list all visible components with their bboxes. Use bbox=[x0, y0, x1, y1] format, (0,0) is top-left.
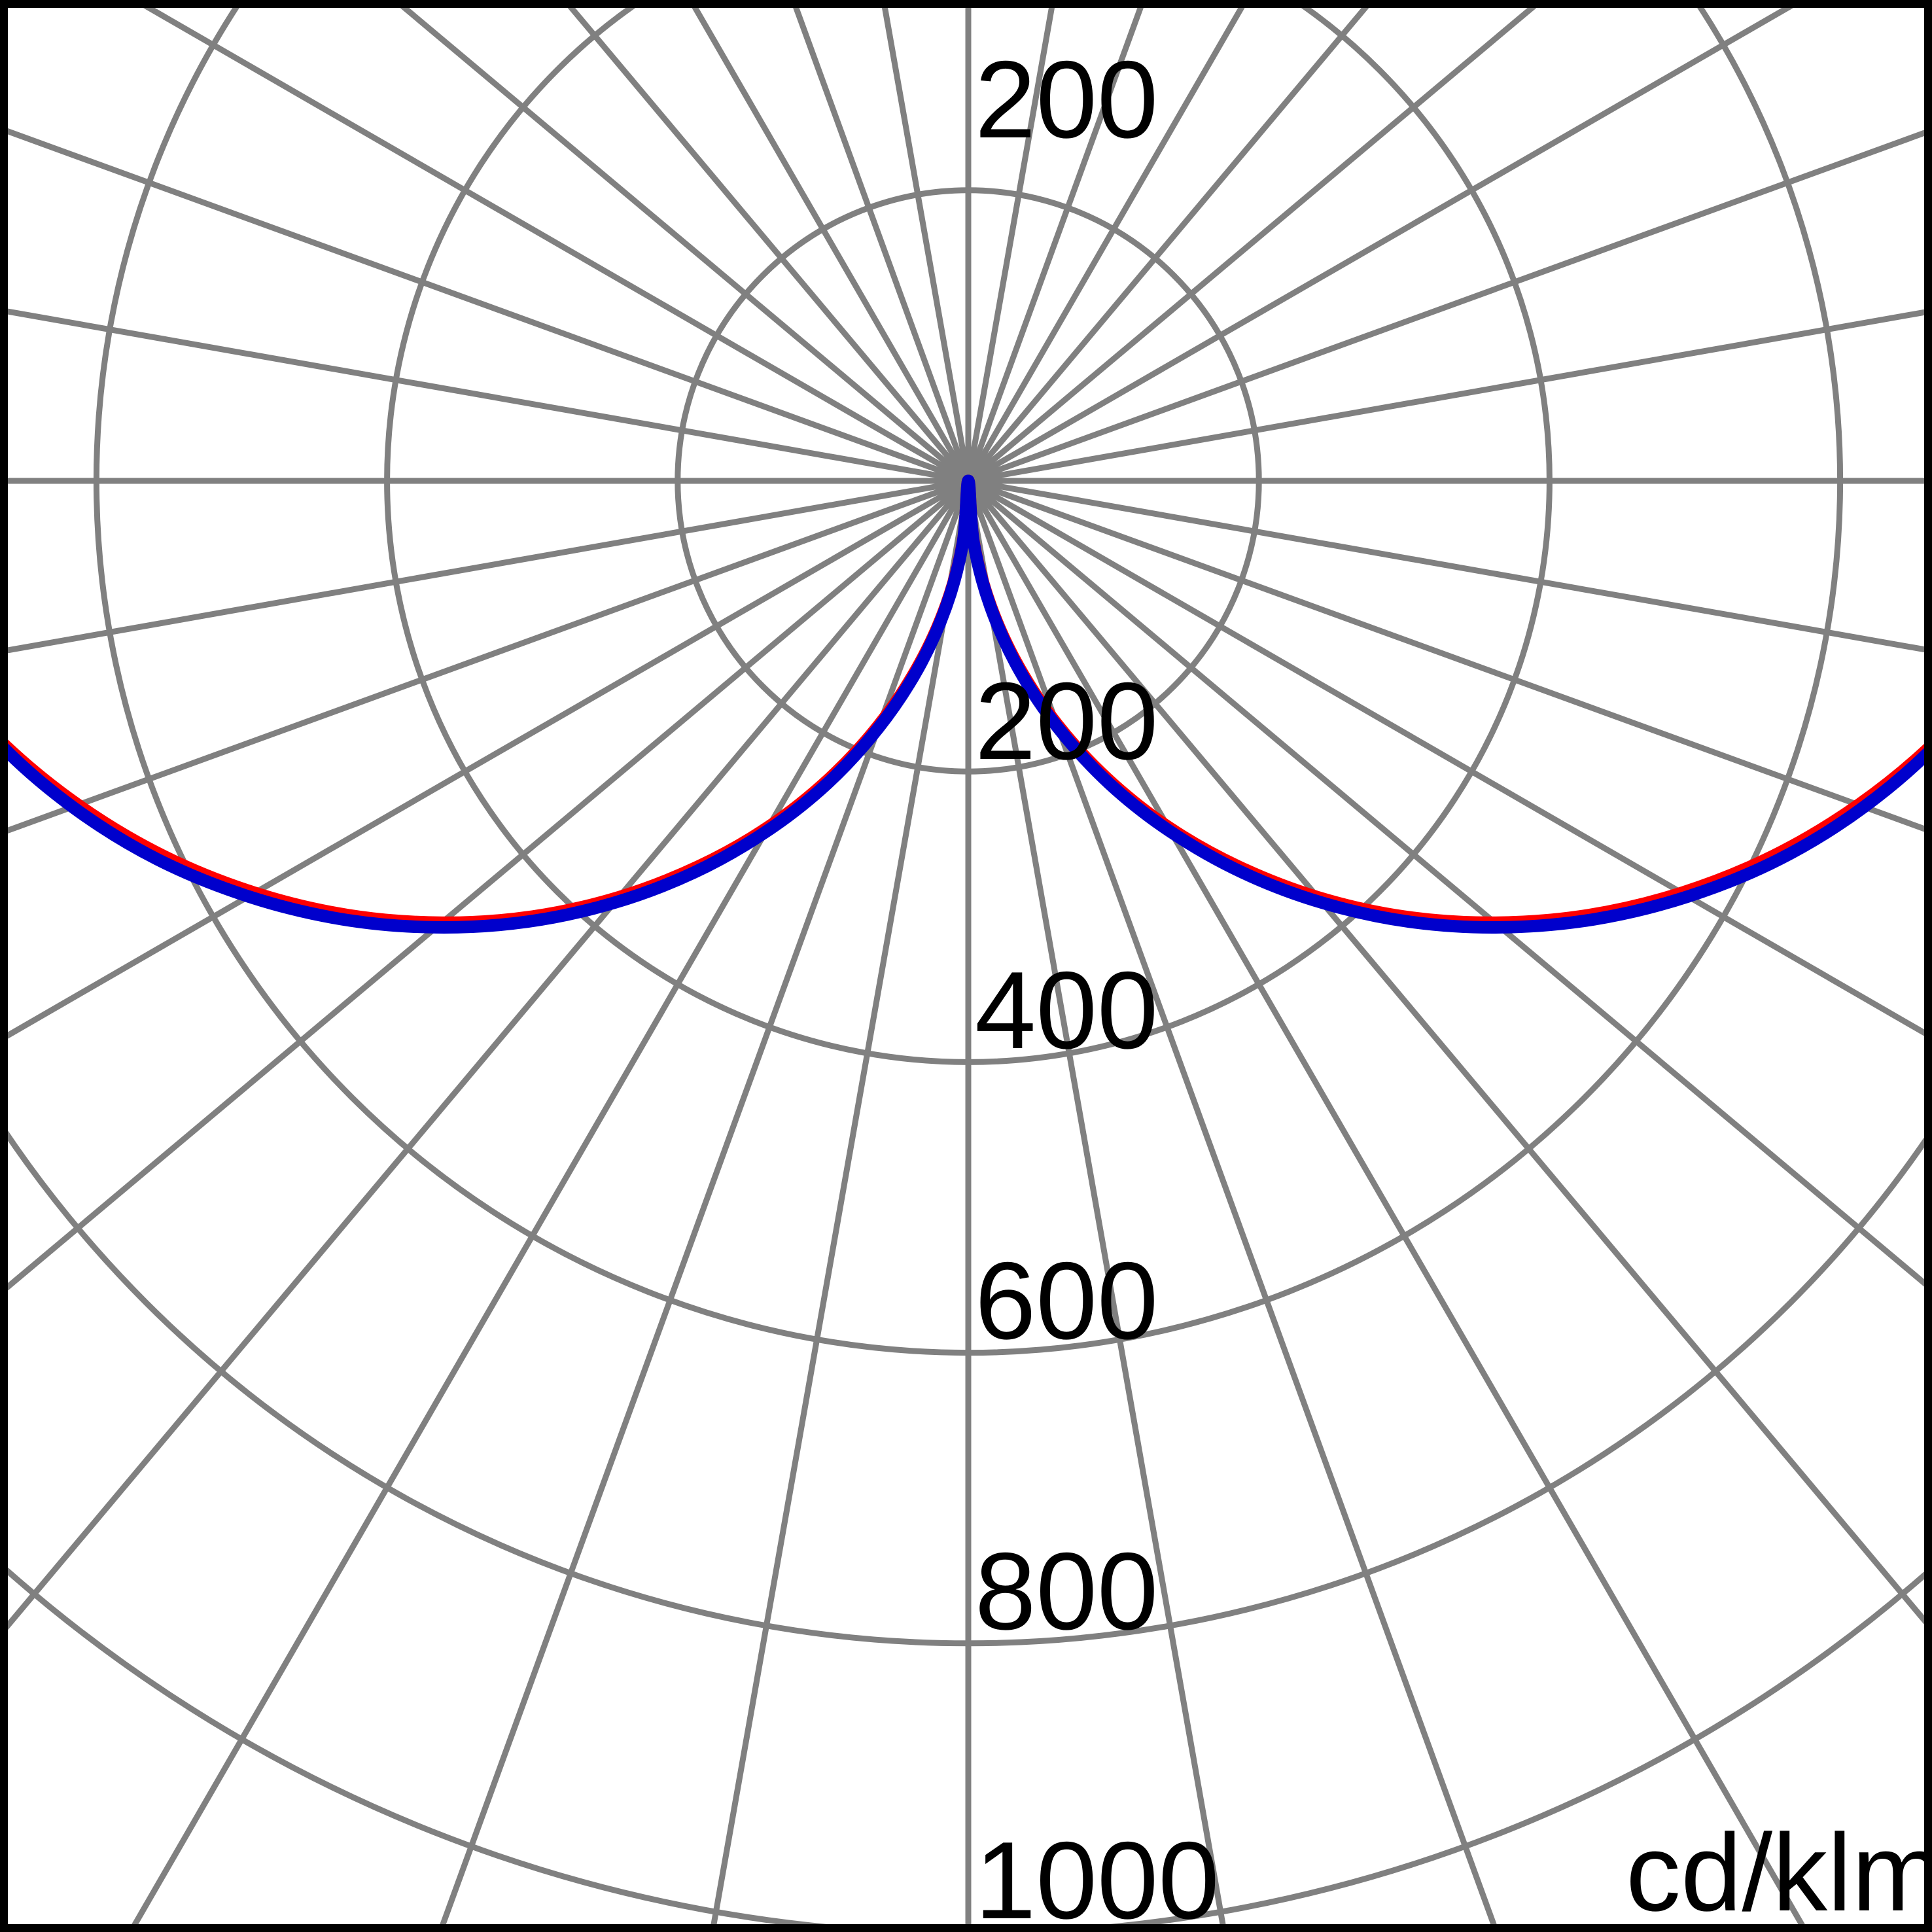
grid-spoke-30 bbox=[966, 479, 1808, 1928]
curve-c90-c270 bbox=[4, 474, 1928, 934]
radial-tick-label-600: 600 bbox=[975, 1239, 1159, 1362]
radial-tick-label-200: 200 bbox=[975, 659, 1159, 782]
grid-spoke-240 bbox=[136, 4, 970, 483]
grid-spoke-230 bbox=[395, 4, 970, 483]
grid-spoke-310 bbox=[4, 478, 970, 1294]
grid-spoke-330 bbox=[129, 479, 971, 1928]
grid-spoke-210 bbox=[689, 4, 971, 483]
grid-spoke-290 bbox=[4, 478, 970, 835]
intensity-curves bbox=[4, 474, 1928, 934]
grid-spoke-260 bbox=[4, 307, 969, 484]
grid-spoke-340 bbox=[438, 480, 972, 1928]
radial-tick-label-top: 200 bbox=[975, 38, 1159, 161]
radial-tick-label-1000: 1000 bbox=[975, 1819, 1220, 1932]
grid-spoke-280 bbox=[4, 478, 969, 654]
grid-spoke-160 bbox=[965, 4, 1146, 482]
grid-spoke-60 bbox=[966, 478, 1928, 1039]
grid-spoke-170 bbox=[965, 4, 1056, 482]
grid-spoke-200 bbox=[791, 4, 972, 482]
grid-spoke-110 bbox=[967, 128, 1928, 484]
grid-spoke-50 bbox=[966, 478, 1928, 1290]
grid-spoke-220 bbox=[564, 4, 971, 483]
grid-spoke-10 bbox=[965, 480, 1227, 1928]
grid-spoke-80 bbox=[968, 478, 1928, 654]
radial-tick-label-800: 800 bbox=[975, 1530, 1159, 1653]
grid-spoke-70 bbox=[967, 478, 1928, 834]
grid-spoke-40 bbox=[966, 479, 1928, 1630]
grid-spoke-120 bbox=[966, 4, 1800, 483]
grid-spoke-20 bbox=[965, 480, 1498, 1928]
grid-spoke-350 bbox=[710, 480, 972, 1928]
grid-spoke-100 bbox=[968, 308, 1928, 484]
grid-spoke-150 bbox=[966, 4, 1248, 483]
grid-spoke-190 bbox=[881, 4, 972, 482]
grid-spoke-140 bbox=[966, 4, 1373, 483]
grid-spoke-320 bbox=[4, 479, 971, 1635]
unit-label: cd/klm bbox=[1626, 1811, 1932, 1932]
grid-spoke-130 bbox=[966, 4, 1541, 483]
radial-tick-label-400: 400 bbox=[975, 949, 1159, 1072]
grid-spoke-250 bbox=[4, 126, 970, 484]
